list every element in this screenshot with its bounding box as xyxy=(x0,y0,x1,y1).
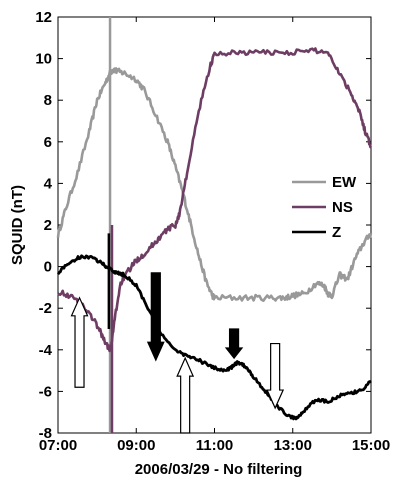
annotation-arrow-filled-down xyxy=(146,272,165,362)
y-tick-label: 0 xyxy=(44,259,52,276)
x-axis-label: 2006/03/29 - No filtering xyxy=(135,461,303,478)
x-tick-label: 07:00 xyxy=(39,437,77,454)
y-axis-label: SQUID (nT) xyxy=(9,185,26,265)
legend-label-z: Z xyxy=(332,224,341,241)
legend-label-ew: EW xyxy=(332,174,357,191)
y-tick-label: 4 xyxy=(44,175,53,192)
y-tick-label: 8 xyxy=(44,92,52,109)
y-tick-label: -8 xyxy=(39,425,52,442)
y-tick-label: -2 xyxy=(39,300,52,317)
x-tick-label: 13:00 xyxy=(274,437,312,454)
annotation-arrow-hollow-up xyxy=(176,356,195,434)
y-tick-label: 10 xyxy=(35,51,52,68)
x-tick-label: 15:00 xyxy=(352,437,390,454)
annotation-arrow-filled-down xyxy=(224,328,244,360)
annotation-arrow-hollow-up xyxy=(70,296,89,388)
y-tick-label: 6 xyxy=(44,134,52,151)
x-tick-label: 09:00 xyxy=(117,437,155,454)
y-tick-label: 12 xyxy=(35,9,52,26)
plot-frame xyxy=(57,16,372,434)
series-line-ns xyxy=(57,47,373,353)
y-tick-label: 2 xyxy=(44,217,52,234)
annotation-arrow-hollow-down xyxy=(266,342,285,410)
y-tick-label: -4 xyxy=(39,342,53,359)
x-tick-label: 11:00 xyxy=(196,437,234,454)
legend-label-ns: NS xyxy=(332,199,353,216)
y-tick-label: -6 xyxy=(39,383,52,400)
